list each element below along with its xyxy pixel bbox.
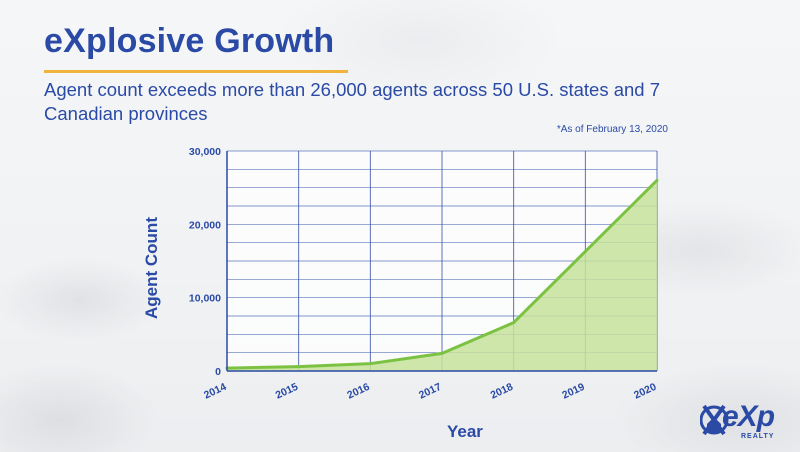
- series-area: [227, 180, 657, 371]
- y-tick-label: 20,000: [189, 219, 221, 231]
- data-point-2017: [440, 351, 444, 355]
- page-subtitle: Agent count exceeds more than 26,000 age…: [44, 79, 661, 124]
- exp-realty-logo: [700, 404, 729, 436]
- x-tick-label: 2014: [202, 381, 228, 402]
- y-tick-label: 30,000: [189, 146, 221, 158]
- y-tick-label: 10,000: [189, 293, 221, 305]
- logo-wordmark: eXp: [722, 400, 775, 433]
- y-axis-label: Agent Count: [142, 217, 161, 319]
- data-point-2016: [368, 362, 372, 366]
- data-point-2018: [512, 321, 516, 325]
- house-icon: [700, 404, 729, 436]
- x-tick-label: 2016: [345, 381, 371, 402]
- x-tick-label: 2017: [417, 381, 443, 402]
- data-point-2020: [655, 178, 659, 182]
- x-axis-label: Year: [447, 422, 483, 441]
- data-point-2015: [297, 365, 301, 369]
- x-tick-label: 2020: [632, 381, 658, 402]
- x-tick-label: 2015: [274, 381, 300, 402]
- x-tick-label: 2019: [560, 381, 586, 402]
- data-point-2019: [583, 249, 587, 253]
- page-title: eXplosive Growth: [44, 22, 335, 60]
- y-tick-label: 0: [215, 366, 221, 378]
- logo-subtext: REALTY: [741, 433, 775, 440]
- x-tick-label: 2018: [489, 381, 515, 402]
- title-underline: [44, 70, 348, 73]
- footnote: *As of February 13, 2020: [556, 124, 668, 135]
